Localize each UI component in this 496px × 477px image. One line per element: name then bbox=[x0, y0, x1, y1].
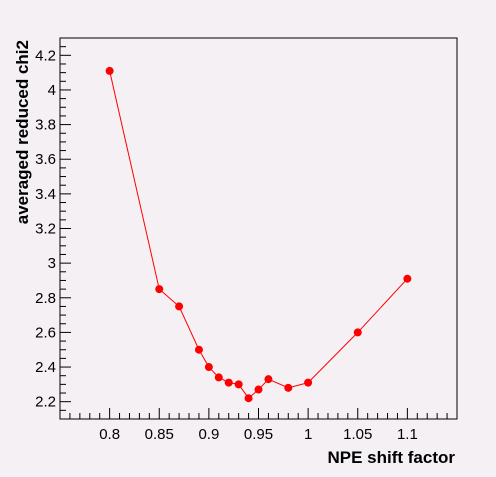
x-tick-label: 1.05 bbox=[343, 426, 372, 443]
y-tick-label: 4.2 bbox=[35, 47, 56, 64]
x-tick-label: 0.9 bbox=[198, 426, 219, 443]
data-point bbox=[353, 328, 362, 337]
y-axis-ticks bbox=[60, 37, 71, 420]
y-tick-label: 4 bbox=[48, 82, 56, 99]
data-point bbox=[204, 363, 213, 372]
x-axis-ticks bbox=[59, 408, 458, 419]
data-point bbox=[304, 378, 313, 387]
data-point bbox=[264, 375, 273, 384]
series-line bbox=[109, 70, 408, 399]
y-tick-label: 2.2 bbox=[35, 394, 56, 411]
data-point bbox=[244, 394, 253, 403]
x-tick-label: 0.8 bbox=[99, 426, 120, 443]
y-tick-label: 2.8 bbox=[35, 290, 56, 307]
y-tick-label: 3.8 bbox=[35, 117, 56, 134]
y-tick-label: 2.6 bbox=[35, 324, 56, 341]
x-tick-label: 0.95 bbox=[244, 426, 273, 443]
data-point bbox=[254, 385, 263, 394]
data-point bbox=[155, 285, 164, 294]
x-tick-label: 1.1 bbox=[397, 426, 418, 443]
y-axis-label: averaged reduced chi2 bbox=[13, 40, 32, 224]
data-point bbox=[105, 66, 114, 75]
plot-frame bbox=[59, 37, 458, 420]
data-point bbox=[403, 274, 412, 283]
data-point bbox=[284, 383, 293, 392]
y-tick-label: 3 bbox=[48, 255, 56, 272]
series-layer bbox=[105, 66, 412, 403]
x-tick-label: 1 bbox=[304, 426, 312, 443]
data-point bbox=[234, 380, 243, 389]
data-point bbox=[175, 302, 184, 311]
y-tick-label: 3.4 bbox=[35, 186, 56, 203]
y-axis-tick-labels: 2.2 2.4 2.6 2.8 3 3.2 3.4 3.6 3.8 4 4.2 bbox=[35, 47, 56, 410]
x-tick-label: 0.85 bbox=[145, 426, 174, 443]
y-tick-label: 3.2 bbox=[35, 221, 56, 238]
data-point bbox=[214, 373, 223, 382]
y-tick-label: 3.6 bbox=[35, 151, 56, 168]
x-axis-label: NPE shift factor bbox=[327, 448, 455, 467]
y-tick-label: 2.4 bbox=[35, 359, 56, 376]
data-point bbox=[194, 345, 203, 354]
x-axis-tick-labels: 0.8 0.85 0.9 0.95 1 1.05 1.1 bbox=[99, 426, 418, 443]
data-point bbox=[224, 378, 233, 387]
